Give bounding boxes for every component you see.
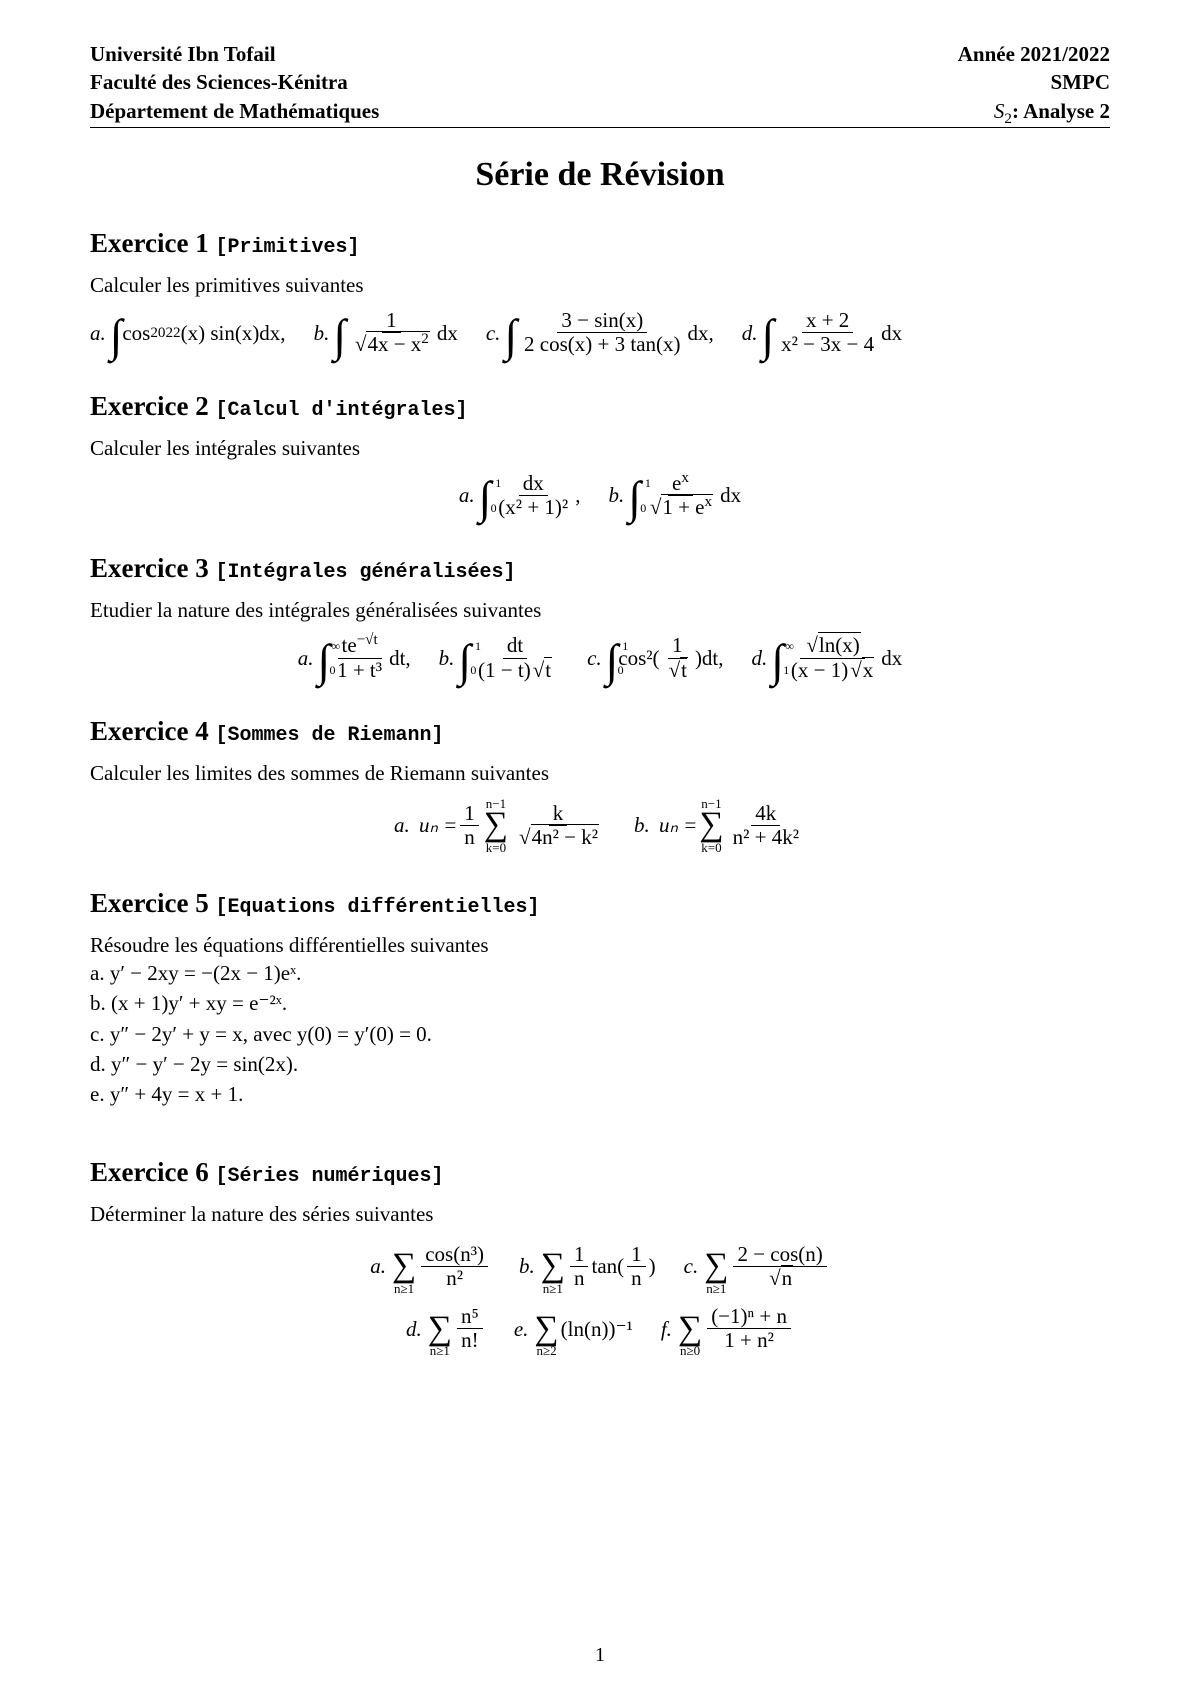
ex2-a: a. 1 ∫ 0 dx (x² + 1)² , (459, 472, 581, 519)
integral-icon: ∫ (333, 318, 346, 355)
ex6-c: c. ∑ n≥1 2 − cos(n) n (684, 1238, 830, 1295)
exercise-4: Exercice 4 [Sommes de Riemann] Calculer … (90, 716, 1110, 854)
faculty: Faculté des Sciences-Kénitra (90, 68, 379, 96)
ex1-d: d. ∫ x + 2 x² − 3x − 4 dx (742, 309, 902, 356)
exercise-6-row2: d. ∑ n≥1 n⁵ n! e. ∑ (90, 1301, 1110, 1358)
ex5-line-b: b. (x + 1)y′ + xy = e⁻²ˣ. (90, 989, 1110, 1017)
page-number: 1 (0, 1644, 1200, 1667)
page-header: Université Ibn Tofail Faculté des Scienc… (90, 40, 1110, 128)
header-left: Université Ibn Tofail Faculté des Scienc… (90, 40, 379, 125)
sigma-icon: ∑ (699, 810, 723, 841)
ex1-c: c. ∫ 3 − sin(x) 2 cos(x) + 3 tan(x) dx, (486, 309, 714, 356)
exercise-3-formulas: a. ∞ ∫ 0 te−√t 1 + t³ dt, b. (90, 634, 1110, 681)
program: SMPC (958, 68, 1110, 96)
exercise-4-intro: Calculer les limites des sommes de Riema… (90, 759, 1110, 787)
department: Département de Mathématiques (90, 97, 379, 125)
page: Université Ibn Tofail Faculté des Scienc… (0, 0, 1200, 1697)
exercise-5: Exercice 5 [Equations différentielles] R… (90, 888, 1110, 1109)
exercise-1: Exercice 1 [Primitives] Calculer les pri… (90, 228, 1110, 357)
exercise-2-formulas: a. 1 ∫ 0 dx (x² + 1)² , b. (90, 472, 1110, 519)
ex3-a: a. ∞ ∫ 0 te−√t 1 + t³ dt, (298, 634, 411, 681)
ex3-c: c. 1 ∫ 0 cos²( 1 t )dt, (587, 634, 723, 681)
sigma-icon: ∑ (484, 810, 508, 841)
ex2-b: b. 1 ∫ 0 ex 1 + ex dx (608, 472, 741, 519)
header-right: Année 2021/2022 SMPC S2: Analyse 2 (958, 40, 1110, 125)
ex4-b: b. uₙ = n−1 ∑ k=0 4k n² + 4k² (634, 797, 806, 854)
integral-icon: ∫ (458, 643, 471, 680)
exercise-2: Exercice 2 [Calcul d'intégrales] Calcule… (90, 391, 1110, 520)
exercise-3: Exercice 3 [Intégrales généralisées] Etu… (90, 553, 1110, 682)
ex5-line-a: a. y′ − 2xy = −(2x − 1)eˣ. (90, 959, 1110, 987)
ex6-d: d. ∑ n≥1 n⁵ n! (406, 1301, 486, 1358)
sigma-icon: ∑ (541, 1251, 565, 1282)
ex1-a: a. ∫ cos2022(x) sin(x)dx, (90, 315, 286, 352)
exercise-4-heading: Exercice 4 [Sommes de Riemann] (90, 716, 1110, 747)
ex1-b: b. ∫ 1 4x − x2 dx (314, 309, 458, 356)
exercise-6-heading: Exercice 6 [Séries numériques] (90, 1157, 1110, 1188)
exercise-1-intro: Calculer les primitives suivantes (90, 271, 1110, 299)
exercise-2-heading: Exercice 2 [Calcul d'intégrales] (90, 391, 1110, 422)
exercise-3-intro: Etudier la nature des intégrales général… (90, 596, 1110, 624)
sigma-icon: ∑ (678, 1314, 702, 1345)
ex4-a: a. uₙ = 1 n n−1 ∑ k=0 k 4n² − k² (394, 797, 606, 854)
ex6-f: f. ∑ n≥0 (−1)ⁿ + n 1 + n² (661, 1301, 794, 1358)
sigma-icon: ∑ (704, 1251, 728, 1282)
year: Année 2021/2022 (958, 40, 1110, 68)
integral-icon: ∫ (628, 480, 641, 517)
exercise-6: Exercice 6 [Séries numériques] Détermine… (90, 1157, 1110, 1358)
ex5-line-e: e. y″ + 4y = x + 1. (90, 1080, 1110, 1108)
integral-icon: ∫ (771, 643, 784, 680)
ex6-a: a. ∑ n≥1 cos(n³) n² (370, 1238, 491, 1295)
exercise-4-formulas: a. uₙ = 1 n n−1 ∑ k=0 k 4n² − k² (90, 797, 1110, 854)
course: S2: Analyse 2 (958, 97, 1110, 125)
ex5-line-c: c. y″ − 2y′ + y = x, avec y(0) = y′(0) =… (90, 1020, 1110, 1048)
sigma-icon: ∑ (534, 1314, 558, 1345)
ex6-e: e. ∑ n≥2 (ln(n))⁻¹ (514, 1301, 633, 1358)
ex3-d: d. ∞ ∫ 1 ln(x) (x − 1)x dx (752, 634, 903, 681)
exercise-3-heading: Exercice 3 [Intégrales généralisées] (90, 553, 1110, 584)
integral-icon: ∫ (110, 318, 123, 355)
sigma-icon: ∑ (392, 1251, 416, 1282)
ex5-line-d: d. y″ − y′ − 2y = sin(2x). (90, 1050, 1110, 1078)
university: Université Ibn Tofail (90, 40, 379, 68)
ex3-b: b. 1 ∫ 0 dt (1 − t)t (439, 634, 559, 681)
exercise-5-intro: Résoudre les équations différentielles s… (90, 931, 1110, 959)
integral-icon: ∫ (762, 318, 775, 355)
exercise-5-heading: Exercice 5 [Equations différentielles] (90, 888, 1110, 919)
integral-icon: ∫ (479, 480, 492, 517)
integral-icon: ∫ (317, 643, 330, 680)
integral-icon: ∫ (504, 318, 517, 355)
exercise-1-heading: Exercice 1 [Primitives] (90, 228, 1110, 259)
ex6-b: b. ∑ n≥1 1 n tan( 1 n ) (519, 1238, 656, 1295)
exercise-6-intro: Déterminer la nature des séries suivante… (90, 1200, 1110, 1228)
exercise-1-formulas: a. ∫ cos2022(x) sin(x)dx, b. ∫ 1 4x − x2… (90, 309, 1110, 356)
exercise-2-intro: Calculer les intégrales suivantes (90, 434, 1110, 462)
page-title: Série de Révision (90, 156, 1110, 194)
integral-icon: ∫ (606, 643, 619, 680)
sigma-icon: ∑ (428, 1314, 452, 1345)
exercise-6-row1: a. ∑ n≥1 cos(n³) n² b. (90, 1238, 1110, 1295)
